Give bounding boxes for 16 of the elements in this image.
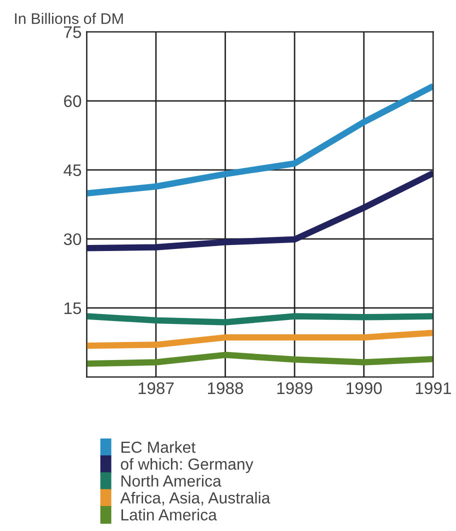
x-tick-label: 1990 (346, 382, 382, 394)
y-tick-label: 45 (64, 164, 82, 176)
legend-label: North America (121, 474, 222, 487)
chart-subtitle: In Billions of DM (15, 12, 123, 24)
legend-label: of which: Germany (120, 458, 254, 473)
x-tick-label: 1988 (208, 382, 244, 394)
y-tick-label: 15 (64, 302, 82, 314)
y-tick-label: 60 (64, 95, 82, 108)
y-tick-label: 75 (64, 26, 82, 38)
legend-label: EC Market (121, 441, 196, 453)
x-tick-label: 1987 (138, 382, 174, 394)
legend-label: Africa, Asia, Australia (120, 492, 270, 506)
legend-label: Latin America (121, 508, 217, 520)
y-tick-label: 30 (64, 233, 82, 246)
x-tick-label: 1989 (277, 382, 312, 394)
x-tick-label: 1991 (416, 382, 451, 394)
